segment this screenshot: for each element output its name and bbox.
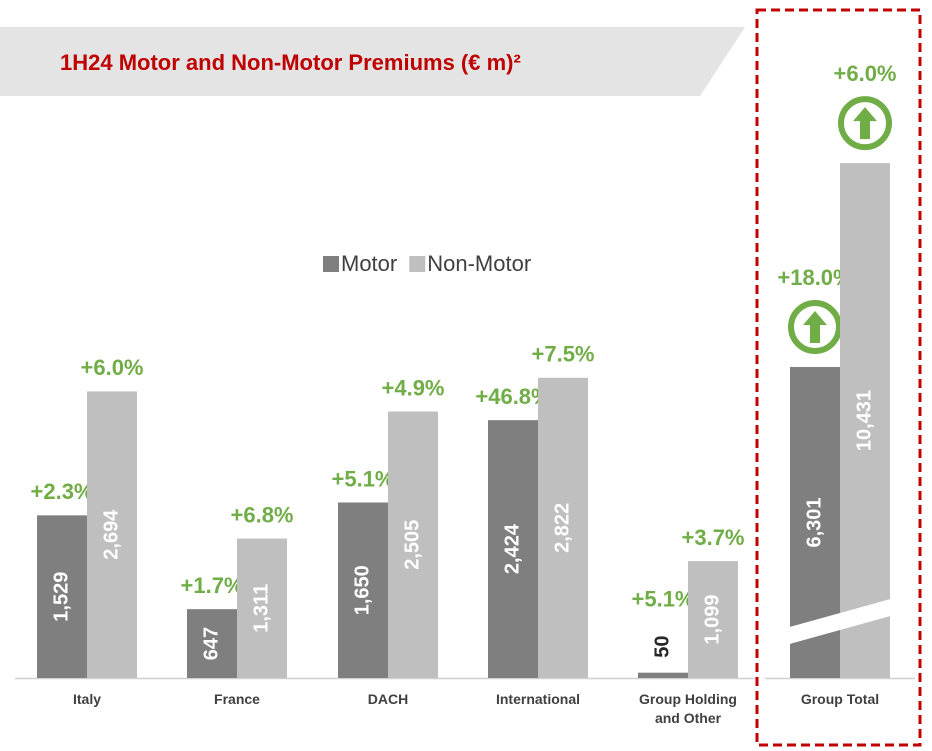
legend-label: Non-Motor — [427, 251, 531, 276]
x-tick-label: France — [214, 691, 260, 707]
x-tick-label: International — [495, 691, 580, 707]
value-label: 1,529 — [50, 572, 72, 622]
value-label: 1,099 — [701, 595, 723, 645]
chart-title: 1H24 Motor and Non-Motor Premiums (€ m)² — [60, 50, 521, 75]
bar — [37, 515, 87, 678]
legend-label: Motor — [341, 251, 397, 276]
growth-label: +1.7% — [181, 573, 244, 598]
bar — [840, 163, 890, 678]
bar — [538, 377, 588, 678]
growth-label: +6.0% — [81, 355, 144, 380]
x-tick-label: Italy — [72, 691, 101, 707]
value-label: 50 — [651, 636, 673, 658]
title-band — [0, 27, 745, 96]
value-label: 10,431 — [853, 390, 875, 451]
bar — [338, 502, 388, 678]
growth-label: +6.0% — [834, 61, 897, 86]
value-label: 1,650 — [351, 565, 373, 615]
growth-label: +3.7% — [682, 525, 745, 550]
legend-swatch — [323, 256, 339, 272]
value-label: 2,822 — [551, 503, 573, 553]
growth-icon — [803, 310, 827, 343]
bar — [638, 672, 688, 678]
growth-label: +6.8% — [231, 502, 294, 527]
growth-icon — [788, 299, 842, 354]
value-label: 647 — [200, 627, 222, 660]
growth-icon — [838, 96, 892, 151]
axis-break — [786, 598, 894, 645]
x-tick-label: Group Holding and Other — [639, 691, 737, 726]
x-tick-label: Group Total — [800, 691, 880, 707]
legend-swatch — [409, 256, 426, 272]
growth-icon — [853, 107, 877, 140]
growth-label: +2.3% — [31, 479, 94, 504]
value-label: 2,505 — [401, 520, 423, 570]
x-tick-label: DACH — [367, 691, 409, 707]
value-label: 2,424 — [501, 523, 523, 574]
growth-label: +5.1% — [632, 586, 695, 611]
bar — [87, 391, 137, 678]
value-label: 2,694 — [100, 509, 122, 560]
bar — [388, 411, 438, 678]
bar — [187, 609, 237, 678]
growth-label: +7.5% — [532, 342, 595, 367]
growth-label: +5.1% — [332, 466, 395, 491]
growth-label: +4.9% — [382, 375, 445, 400]
highlight-box — [755, 8, 922, 747]
value-label: 6,301 — [803, 497, 825, 547]
bar — [488, 420, 538, 678]
value-label: 1,311 — [250, 584, 272, 633]
bar — [688, 561, 738, 678]
bar — [237, 538, 287, 678]
